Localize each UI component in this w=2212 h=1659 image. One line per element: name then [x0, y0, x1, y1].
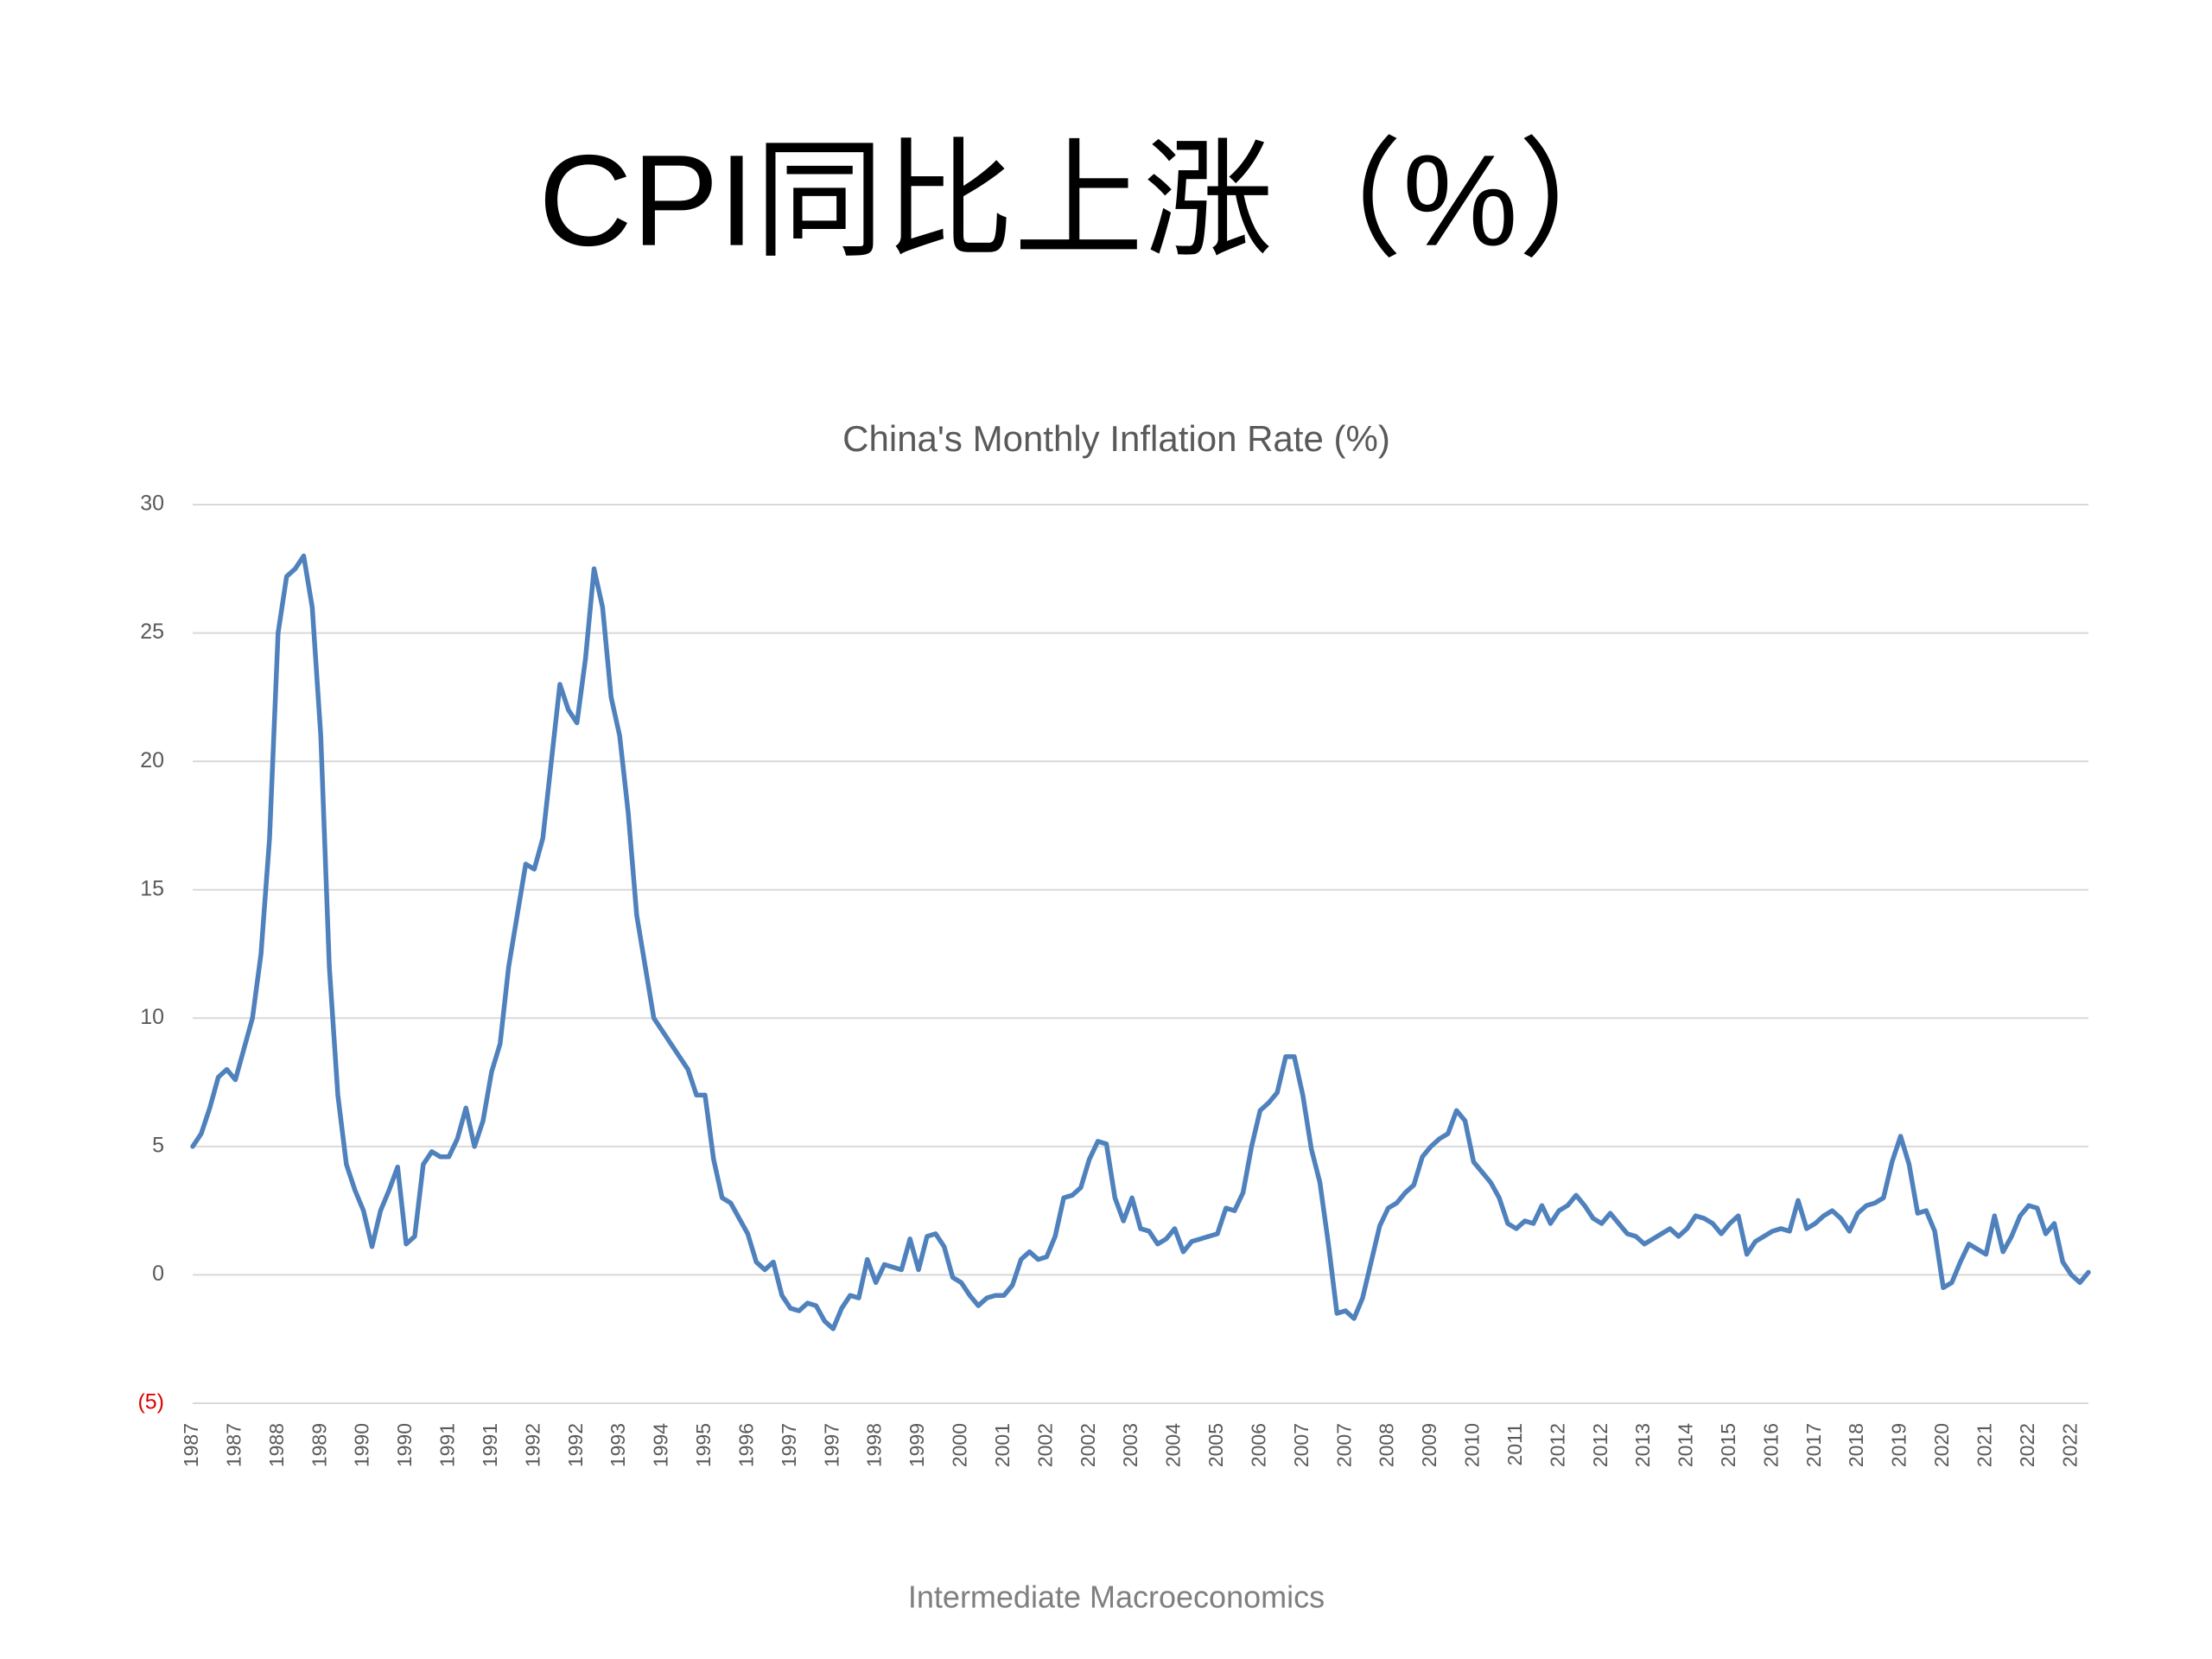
x-tick-label: 2018: [1845, 1423, 1867, 1467]
y-tick-label: 20: [140, 748, 164, 772]
x-tick-label: 1995: [692, 1423, 715, 1467]
x-tick-label: 1992: [564, 1423, 587, 1467]
x-tick-label: 2007: [1290, 1423, 1313, 1467]
y-tick-label: 30: [140, 492, 164, 516]
slide-title: CPI同比上涨（%）: [538, 128, 1647, 273]
x-tick-label: 2010: [1461, 1423, 1484, 1467]
y-tick-label: 25: [140, 620, 164, 644]
x-tick-label: 2006: [1247, 1423, 1269, 1467]
x-tick-label: 2000: [949, 1423, 971, 1467]
x-tick-label: 2005: [1205, 1423, 1227, 1467]
x-tick-label: 2013: [1631, 1423, 1654, 1467]
x-tick-label: 1992: [521, 1423, 543, 1467]
x-tick-label: 1987: [180, 1423, 202, 1467]
x-tick-label: 1987: [222, 1423, 245, 1467]
x-tick-label: 2008: [1376, 1423, 1398, 1467]
x-tick-label: 1991: [436, 1423, 459, 1467]
x-tick-label: 2002: [1077, 1423, 1099, 1467]
y-tick-label: 0: [152, 1262, 164, 1286]
x-tick-label: 1988: [265, 1423, 288, 1467]
x-tick-label: 2016: [1759, 1423, 1782, 1467]
x-tick-label: 2012: [1589, 1423, 1611, 1467]
x-tick-label: 2007: [1332, 1423, 1355, 1467]
y-tick-label: 10: [140, 1005, 164, 1029]
x-tick-label: 1997: [820, 1423, 842, 1467]
x-tick-label: 2021: [1973, 1423, 1995, 1467]
x-tick-label: 2011: [1503, 1423, 1526, 1465]
x-tick-label: 2012: [1546, 1423, 1568, 1467]
x-tick-label: 1990: [351, 1423, 373, 1467]
chart-title: China's Monthly Inflation Rate (%): [842, 418, 1390, 459]
x-tick-label: 2002: [1033, 1423, 1056, 1467]
x-tick-label: 2003: [1119, 1423, 1141, 1467]
x-tick-label: 1998: [863, 1423, 886, 1467]
x-tick-label: 1993: [607, 1423, 629, 1467]
footer: Intermediate Macroeconomics: [908, 1580, 1325, 1615]
x-tick-label: 1999: [906, 1423, 928, 1467]
x-tick-label: 2022: [2016, 1423, 2038, 1467]
x-tick-label: 2001: [991, 1423, 1014, 1467]
x-tick-label: 1997: [778, 1423, 800, 1467]
x-tick-label: 2019: [1888, 1423, 1910, 1467]
x-tick-label: 1990: [393, 1423, 416, 1467]
x-tick-label: 1991: [479, 1423, 501, 1467]
x-tick-label: 1996: [734, 1423, 757, 1467]
x-tick-label: 2009: [1418, 1423, 1440, 1467]
y-tick-label: 5: [152, 1133, 164, 1157]
x-tick-label: 2015: [1717, 1423, 1739, 1467]
x-tick-label: 2004: [1162, 1423, 1185, 1467]
x-tick-label: 2020: [1930, 1423, 1953, 1467]
x-tick-label: 2017: [1802, 1423, 1825, 1467]
x-tick-label: 2014: [1675, 1423, 1697, 1467]
y-tick-label: 15: [140, 876, 164, 900]
y-tick-label: (5): [137, 1390, 164, 1414]
x-tick-label: 2022: [2058, 1423, 2081, 1467]
x-tick-label: 1994: [650, 1423, 672, 1467]
x-tick-label: 1989: [308, 1423, 330, 1467]
data-line: [190, 553, 2091, 1332]
